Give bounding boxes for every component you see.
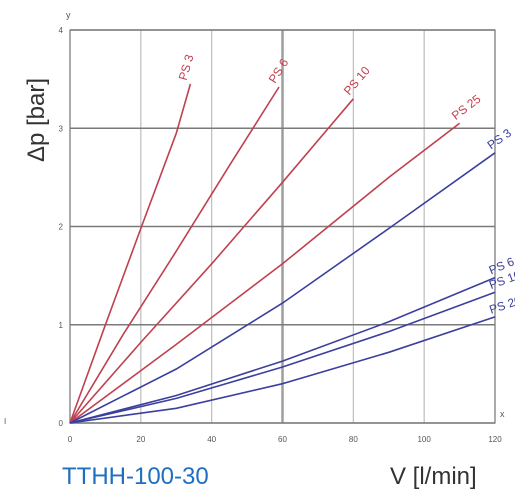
x-tick-label: 80 bbox=[349, 435, 358, 444]
series-line-blue-7 bbox=[69, 291, 496, 424]
x-tick-label: 60 bbox=[278, 435, 287, 444]
series-line-red-3 bbox=[69, 98, 354, 424]
y-axis-label: Δp [bar] bbox=[23, 78, 50, 162]
curve-label-red-1: PS 3 bbox=[176, 53, 197, 82]
series-line-blue-6 bbox=[69, 276, 496, 424]
y-tick-label: 1 bbox=[59, 321, 64, 330]
y-tick-label: 3 bbox=[59, 124, 64, 133]
x-axis-label: V [l/min] bbox=[390, 463, 477, 490]
series-line-red-2 bbox=[69, 86, 280, 424]
plot-frame bbox=[69, 29, 496, 424]
series-line-red-4 bbox=[69, 122, 461, 424]
series-line-blue-8 bbox=[69, 316, 496, 424]
y-tick-label: 2 bbox=[59, 223, 64, 232]
x-tick-label: 40 bbox=[207, 435, 216, 444]
x-axis-letter: x bbox=[500, 409, 505, 419]
y-axis-letter: y bbox=[66, 10, 71, 20]
x-tick-label: 120 bbox=[488, 435, 502, 444]
left-marker: I bbox=[4, 417, 6, 426]
model-label: TTHH-100-30 bbox=[62, 463, 209, 490]
tick-labels: 0 20 40 60 80 100 120 0 1 2 3 4 bbox=[59, 26, 503, 444]
series-line-red-1 bbox=[69, 83, 192, 424]
series-line-blue-5 bbox=[69, 152, 496, 424]
y-tick-label: 0 bbox=[59, 419, 64, 428]
x-tick-label: 0 bbox=[68, 435, 73, 444]
x-tick-label: 20 bbox=[136, 435, 145, 444]
series-group bbox=[69, 83, 496, 424]
y-tick-label: 4 bbox=[59, 26, 64, 35]
x-tick-label: 100 bbox=[417, 435, 431, 444]
